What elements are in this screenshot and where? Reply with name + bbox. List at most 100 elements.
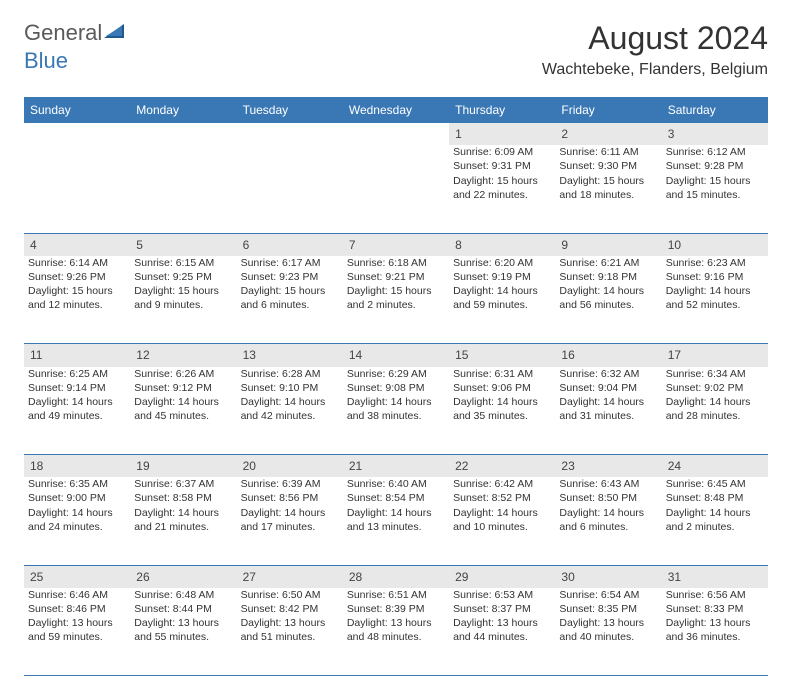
sunrise-line: Sunrise: 6:12 AM [666, 145, 764, 159]
day-number-cell: 31 [662, 565, 768, 588]
day-number-cell: 13 [237, 344, 343, 367]
sunset-line: Sunset: 9:18 PM [559, 270, 657, 284]
sunrise-line: Sunrise: 6:53 AM [453, 588, 551, 602]
page-header: General August 2024 Wachtebeke, Flanders… [24, 20, 768, 79]
day-content-cell: Sunrise: 6:28 AMSunset: 9:10 PMDaylight:… [237, 367, 343, 455]
day-content-cell: Sunrise: 6:12 AMSunset: 9:28 PMDaylight:… [662, 145, 768, 233]
sunrise-line: Sunrise: 6:50 AM [241, 588, 339, 602]
day-content-cell [24, 145, 130, 233]
sunrise-line: Sunrise: 6:28 AM [241, 367, 339, 381]
logo-triangle-icon [104, 22, 126, 45]
day-number-cell: 28 [343, 565, 449, 588]
sunrise-line: Sunrise: 6:42 AM [453, 477, 551, 491]
day-content-cell: Sunrise: 6:39 AMSunset: 8:56 PMDaylight:… [237, 477, 343, 565]
sunset-line: Sunset: 9:28 PM [666, 159, 764, 173]
day-number-cell: 4 [24, 233, 130, 256]
daylight-line: Daylight: 15 hours and 22 minutes. [453, 174, 551, 202]
sunset-line: Sunset: 9:08 PM [347, 381, 445, 395]
sunrise-line: Sunrise: 6:54 AM [559, 588, 657, 602]
day-number-cell: 23 [555, 455, 661, 478]
sunset-line: Sunset: 8:58 PM [134, 491, 232, 505]
daylight-line: Daylight: 14 hours and 42 minutes. [241, 395, 339, 423]
day-content-cell: Sunrise: 6:17 AMSunset: 9:23 PMDaylight:… [237, 256, 343, 344]
logo-text-blue: Blue [24, 48, 68, 73]
day-content-cell: Sunrise: 6:43 AMSunset: 8:50 PMDaylight:… [555, 477, 661, 565]
day-number-cell: 22 [449, 455, 555, 478]
day-number-cell: 5 [130, 233, 236, 256]
daylight-line: Daylight: 14 hours and 38 minutes. [347, 395, 445, 423]
daylight-line: Daylight: 15 hours and 15 minutes. [666, 174, 764, 202]
calendar-table: SundayMondayTuesdayWednesdayThursdayFrid… [24, 97, 768, 676]
day-number-cell [343, 123, 449, 145]
daylight-line: Daylight: 14 hours and 21 minutes. [134, 506, 232, 534]
day-content-cell: Sunrise: 6:48 AMSunset: 8:44 PMDaylight:… [130, 588, 236, 676]
day-number-cell: 25 [24, 565, 130, 588]
day-content-cell: Sunrise: 6:53 AMSunset: 8:37 PMDaylight:… [449, 588, 555, 676]
day-content-cell: Sunrise: 6:37 AMSunset: 8:58 PMDaylight:… [130, 477, 236, 565]
sunset-line: Sunset: 9:25 PM [134, 270, 232, 284]
daylight-line: Daylight: 15 hours and 18 minutes. [559, 174, 657, 202]
sunrise-line: Sunrise: 6:46 AM [28, 588, 126, 602]
sunrise-line: Sunrise: 6:31 AM [453, 367, 551, 381]
day-number-cell: 2 [555, 123, 661, 145]
sunrise-line: Sunrise: 6:17 AM [241, 256, 339, 270]
weekday-header: Sunday [24, 97, 130, 123]
day-content-cell: Sunrise: 6:35 AMSunset: 9:00 PMDaylight:… [24, 477, 130, 565]
day-content-cell: Sunrise: 6:42 AMSunset: 8:52 PMDaylight:… [449, 477, 555, 565]
sunrise-line: Sunrise: 6:32 AM [559, 367, 657, 381]
day-number-cell: 10 [662, 233, 768, 256]
content-row: Sunrise: 6:35 AMSunset: 9:00 PMDaylight:… [24, 477, 768, 565]
day-number-cell: 15 [449, 344, 555, 367]
logo-text-general: General [24, 20, 102, 46]
sunset-line: Sunset: 8:52 PM [453, 491, 551, 505]
daylight-line: Daylight: 14 hours and 6 minutes. [559, 506, 657, 534]
day-number-cell: 24 [662, 455, 768, 478]
sunset-line: Sunset: 9:23 PM [241, 270, 339, 284]
sunrise-line: Sunrise: 6:39 AM [241, 477, 339, 491]
sunrise-line: Sunrise: 6:18 AM [347, 256, 445, 270]
day-content-cell: Sunrise: 6:46 AMSunset: 8:46 PMDaylight:… [24, 588, 130, 676]
sunrise-line: Sunrise: 6:56 AM [666, 588, 764, 602]
day-content-cell: Sunrise: 6:40 AMSunset: 8:54 PMDaylight:… [343, 477, 449, 565]
day-number-cell: 30 [555, 565, 661, 588]
day-number-cell: 1 [449, 123, 555, 145]
daylight-line: Daylight: 15 hours and 12 minutes. [28, 284, 126, 312]
sunset-line: Sunset: 9:21 PM [347, 270, 445, 284]
day-number-cell: 14 [343, 344, 449, 367]
day-number-cell: 9 [555, 233, 661, 256]
day-number-cell: 20 [237, 455, 343, 478]
daylight-line: Daylight: 14 hours and 31 minutes. [559, 395, 657, 423]
daylight-line: Daylight: 13 hours and 44 minutes. [453, 616, 551, 644]
day-content-cell: Sunrise: 6:26 AMSunset: 9:12 PMDaylight:… [130, 367, 236, 455]
daylight-line: Daylight: 14 hours and 24 minutes. [28, 506, 126, 534]
weekday-header: Thursday [449, 97, 555, 123]
sunset-line: Sunset: 9:31 PM [453, 159, 551, 173]
day-number-cell: 11 [24, 344, 130, 367]
month-title: August 2024 [542, 20, 768, 57]
daylight-line: Daylight: 13 hours and 59 minutes. [28, 616, 126, 644]
sunrise-line: Sunrise: 6:37 AM [134, 477, 232, 491]
weekday-header: Saturday [662, 97, 768, 123]
sunset-line: Sunset: 8:48 PM [666, 491, 764, 505]
daylight-line: Daylight: 15 hours and 2 minutes. [347, 284, 445, 312]
day-number-cell [130, 123, 236, 145]
sunset-line: Sunset: 8:33 PM [666, 602, 764, 616]
day-content-cell: Sunrise: 6:45 AMSunset: 8:48 PMDaylight:… [662, 477, 768, 565]
sunrise-line: Sunrise: 6:11 AM [559, 145, 657, 159]
sunrise-line: Sunrise: 6:45 AM [666, 477, 764, 491]
daynum-row: 25262728293031 [24, 565, 768, 588]
logo: General [24, 20, 128, 46]
daylight-line: Daylight: 13 hours and 36 minutes. [666, 616, 764, 644]
sunset-line: Sunset: 8:37 PM [453, 602, 551, 616]
sunset-line: Sunset: 8:54 PM [347, 491, 445, 505]
day-content-cell [343, 145, 449, 233]
sunrise-line: Sunrise: 6:34 AM [666, 367, 764, 381]
day-number-cell: 18 [24, 455, 130, 478]
day-content-cell: Sunrise: 6:31 AMSunset: 9:06 PMDaylight:… [449, 367, 555, 455]
daylight-line: Daylight: 14 hours and 49 minutes. [28, 395, 126, 423]
sunset-line: Sunset: 9:19 PM [453, 270, 551, 284]
day-number-cell: 16 [555, 344, 661, 367]
day-content-cell [237, 145, 343, 233]
day-content-cell: Sunrise: 6:54 AMSunset: 8:35 PMDaylight:… [555, 588, 661, 676]
daynum-row: 11121314151617 [24, 344, 768, 367]
